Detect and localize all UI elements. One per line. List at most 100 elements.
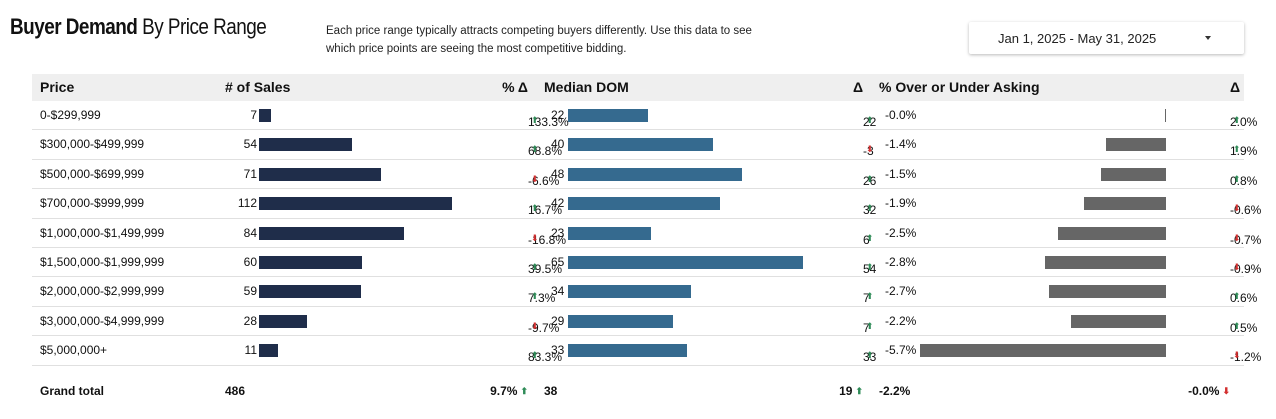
arrow-up-icon: ⬆ <box>855 385 863 396</box>
dom-bar <box>568 167 742 181</box>
arrow-down-icon: ⬇ <box>531 320 539 331</box>
dom-bar <box>568 285 691 299</box>
table-row: $500,000-$699,999 71 -6.6% ⬇ 48 26 ⬆ -1.5% 0.8% ⬆ <box>32 160 1257 190</box>
table-row: $1,500,000-$1,999,999 60 39.5% ⬆ 65 54 ⬆ -2.8% -… <box>32 248 1261 278</box>
col-header-median-dom[interactable]: Median DOM <box>544 79 629 95</box>
price-range: $700,000-$999,999 <box>40 196 145 211</box>
description: Each price range typically attracts comp… <box>326 22 826 58</box>
sales-bar <box>259 255 363 269</box>
price-range: $300,000-$499,999 <box>40 137 145 152</box>
col-header-price[interactable]: Price <box>40 79 75 95</box>
arrow-up-icon: ⬆ <box>866 115 874 125</box>
arrow-up-icon: ⬆ <box>866 320 874 331</box>
col-header-dom-delta[interactable]: Δ <box>852 79 863 95</box>
table-row: $700,000-$999,999 112 16.7% ⬆ 42 32 ⬆ -1.9% -0.6… <box>32 189 1261 219</box>
table-row: $300,000-$499,999 54 68.8% ⬆ 40 -3 ⬇ -1.4% 1.9% ⬆ <box>32 130 1257 160</box>
sales-bar <box>259 344 278 358</box>
arrow-up-icon: ⬆ <box>866 261 874 272</box>
dom-bar <box>568 344 688 358</box>
over-under-value: -0.0% <box>885 108 917 122</box>
dom-bar <box>568 138 713 152</box>
median-dom: 23 <box>551 225 565 240</box>
median-dom: 34 <box>551 284 565 299</box>
price-range: $3,000,000-$4,999,999 <box>40 313 165 328</box>
total-sales: 486 <box>225 383 246 398</box>
arrow-down-icon: ⬇ <box>1233 261 1241 272</box>
over-under-bar <box>920 344 1166 358</box>
over-under-value: -1.5% <box>885 166 917 181</box>
description-line-2: which price points are seeing the most c… <box>326 43 627 55</box>
over-under-bar <box>1084 197 1166 211</box>
dom-bar <box>568 314 673 328</box>
col-header-over-delta[interactable]: Δ <box>1229 79 1240 95</box>
median-dom: 40 <box>551 137 565 152</box>
over-under-value: -2.5% <box>885 225 917 240</box>
median-dom: 29 <box>551 313 565 328</box>
sales-count: 71 <box>243 166 257 181</box>
arrow-up-icon: ⬆ <box>1233 320 1241 331</box>
over-under-bar <box>1045 255 1166 269</box>
total-over-delta: -0.0% ⬇ <box>1188 383 1230 398</box>
arrow-up-icon: ⬆ <box>1233 173 1241 184</box>
sales-count: 7 <box>250 108 257 122</box>
sales-count: 54 <box>243 137 257 152</box>
page-title: Buyer Demand By Price Range <box>10 13 267 41</box>
arrow-down-icon: ⬇ <box>531 232 539 243</box>
arrow-down-icon: ⬇ <box>1233 350 1241 361</box>
arrow-up-icon: ⬆ <box>866 173 874 184</box>
arrow-up-icon: ⬆ <box>531 350 539 361</box>
arrow-up-icon: ⬆ <box>1233 291 1241 302</box>
col-header-sales[interactable]: # of Sales <box>225 79 291 95</box>
price-range: $5,000,000+ <box>40 343 108 358</box>
date-range-value: Jan 1, 2025 - May 31, 2025 <box>998 31 1157 46</box>
over-under-value: -5.7% <box>885 343 917 358</box>
sales-count: 59 <box>243 284 257 299</box>
price-range: $500,000-$699,999 <box>40 166 145 181</box>
median-dom: 65 <box>551 254 565 269</box>
sales-count: 84 <box>243 225 257 240</box>
sales-bar <box>259 167 382 181</box>
arrow-up-icon: ⬆ <box>866 291 874 302</box>
dom-bar <box>568 109 648 122</box>
arrow-up-icon: ⬆ <box>866 350 874 361</box>
arrow-down-icon: ⬇ <box>1233 232 1241 243</box>
over-under-bar <box>1164 109 1166 122</box>
arrow-down-icon: ⬇ <box>1233 203 1241 214</box>
total-dom: 38 <box>544 383 558 398</box>
col-header-sales-delta[interactable]: % Δ <box>502 79 528 95</box>
arrow-down-icon: ⬇ <box>866 144 874 155</box>
arrow-down-icon: ⬇ <box>1222 385 1230 396</box>
over-under-value: -2.8% <box>885 254 917 269</box>
over-under-value: -2.7% <box>885 284 917 299</box>
date-range-dropdown[interactable]: Jan 1, 2025 - May 31, 2025 <box>969 22 1244 54</box>
arrow-up-icon: ⬆ <box>531 203 539 214</box>
total-dom-delta: 19 ⬆ <box>839 383 863 398</box>
sales-bar <box>259 285 361 299</box>
sales-count: 60 <box>243 254 257 269</box>
title-bold: Buyer Demand <box>10 14 138 39</box>
over-under-bar <box>1058 226 1166 240</box>
median-dom: 48 <box>551 166 565 181</box>
dom-bar <box>568 226 652 240</box>
sales-bar <box>259 197 452 211</box>
sales-bar <box>259 138 353 152</box>
table-header: Price # of Sales % Δ Median DOM Δ % Over… <box>32 74 1244 101</box>
dom-bar <box>568 197 720 211</box>
arrow-up-icon: ⬆ <box>866 203 874 214</box>
col-header-over-under[interactable]: % Over or Under Asking <box>879 79 1040 95</box>
total-label: Grand total <box>40 383 105 398</box>
caret-down-icon <box>1205 36 1211 40</box>
arrow-up-icon: ⬆ <box>1233 144 1241 155</box>
buyer-demand-table: Price # of Sales % Δ Median DOM Δ % Over… <box>32 74 1261 406</box>
over-under-bar <box>1049 285 1166 299</box>
median-dom: 42 <box>551 196 565 211</box>
sales-count: 11 <box>244 343 257 358</box>
sales-count: 28 <box>243 313 257 328</box>
table-body: 0-$299,999 7 133.3% ⬆ 22 22 ⬆ -0.0% 2.0% ⬆ $300,00… <box>32 101 1261 366</box>
grand-total-row: Grand total 486 9.7% ⬆ 38 19 ⬆ -2.2% -0.0%… <box>32 366 1244 406</box>
price-range: 0-$299,999 <box>40 108 101 122</box>
table-row: 0-$299,999 7 133.3% ⬆ 22 22 ⬆ -0.0% 2.0% ⬆ <box>32 101 1257 131</box>
arrow-up-icon: ⬆ <box>531 291 539 302</box>
dom-bar <box>568 255 803 269</box>
arrow-up-icon: ⬆ <box>1233 115 1241 125</box>
